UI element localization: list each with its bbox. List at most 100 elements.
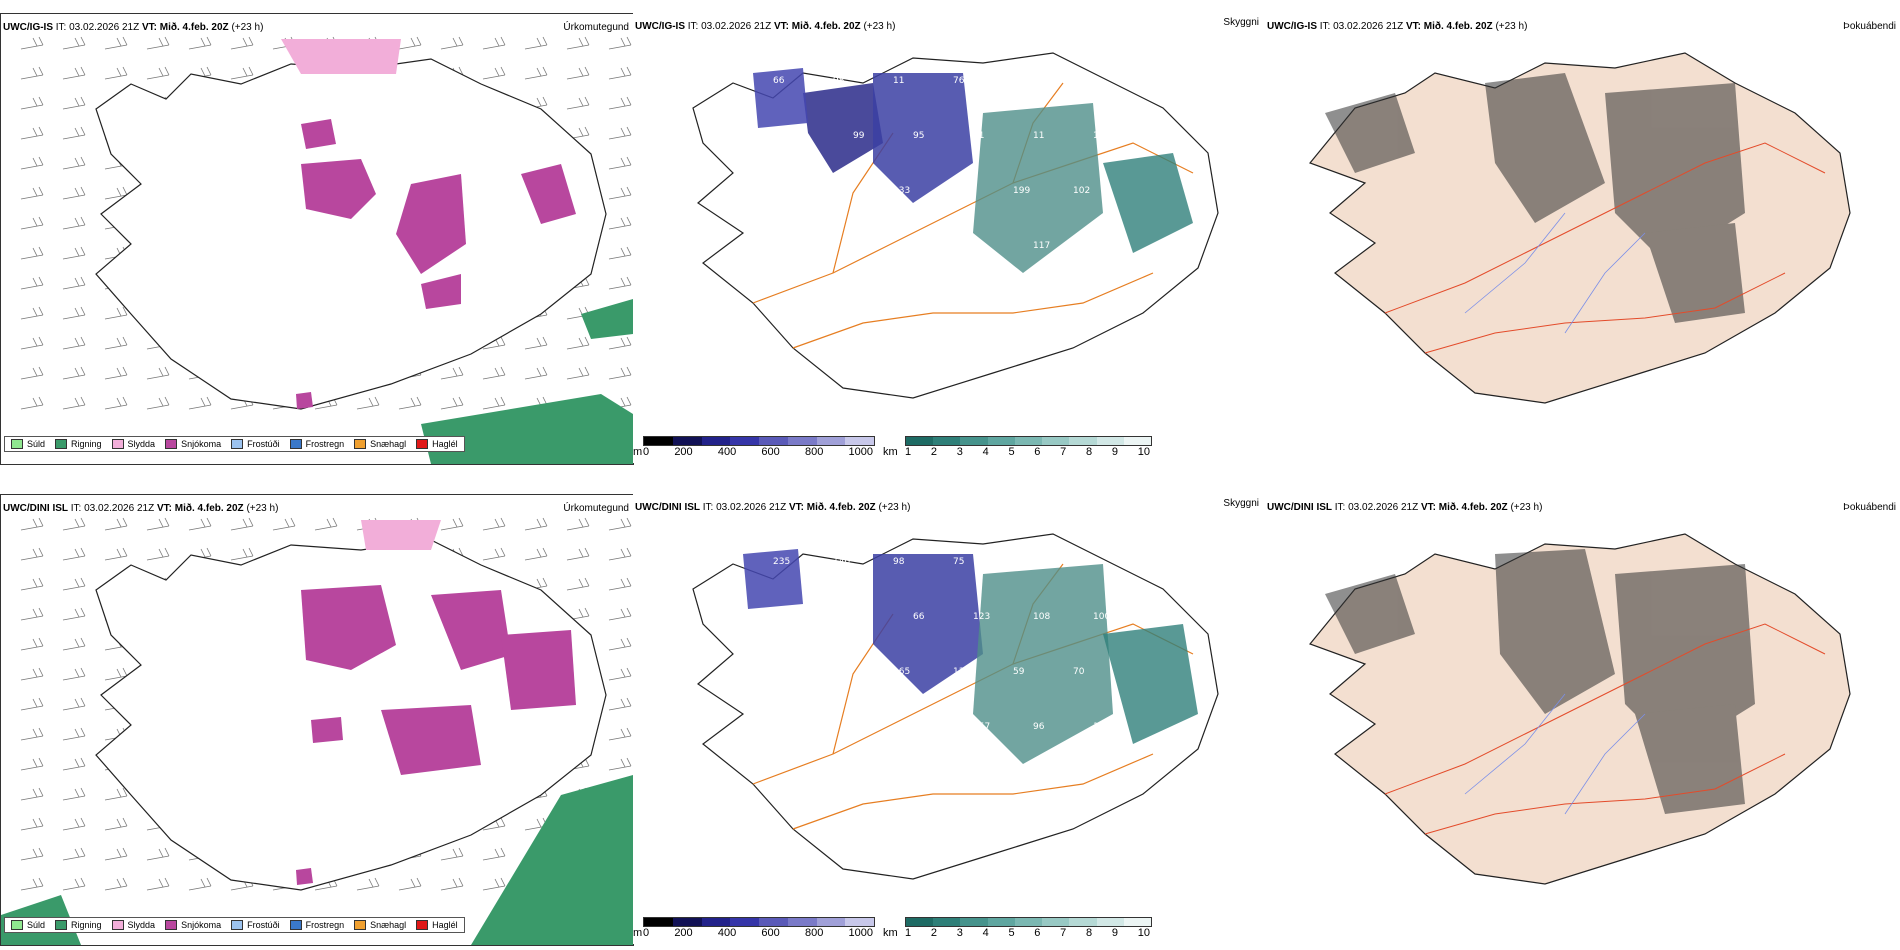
wind-barb [20,96,44,110]
legend-item: Súld [11,920,45,930]
fog-shading [1325,73,1745,323]
wind-barb [20,66,44,80]
vis-value-label: 81 [973,131,984,141]
vis-value-label: 199 [1013,186,1030,196]
legend-item: Snæhagl [354,920,406,930]
tick: 3 [956,446,963,458]
wind-barb [104,336,128,350]
vis-value-label: 62 [893,777,904,787]
wind-barb [608,577,632,591]
tick: 2 [930,446,937,458]
height-bar [643,436,875,446]
legend-label: Súld [27,439,46,449]
tick: 0 [643,446,650,458]
wind-barb [20,366,44,380]
wind-barb [608,757,632,771]
wind-barb [20,396,44,410]
wind-barb [272,517,296,531]
wind-barb [608,667,632,681]
init-time: IT: 03.02.2026 21Z [687,21,772,32]
wind-barb [440,847,464,861]
legend-label: Haglél [432,439,458,449]
height-colorbar-top: m 0 200 400 600 800 1000 [633,436,875,464]
wind-barb [482,36,506,50]
legend-item: Snjókoma [165,439,221,449]
wind-barb [62,787,86,801]
vis-value-label: 98 [833,76,845,86]
legend-item: Slydda [111,439,155,449]
wind-barb [20,667,44,681]
tick: 200 [674,446,693,458]
vis-map-top: 66 98 11 76 81 54 62 99 95 81 11 126 141 229 133 101 199… [692,52,1219,399]
tick: 5 [1008,927,1015,939]
vis-value-label: 155 [913,722,930,732]
wind-barb [608,697,632,711]
vis-colorbar-bottom: km 1 2 3 4 5 6 7 8 9 10 [883,917,1153,945]
wind-barb [524,366,548,380]
vis-bar [905,917,1152,927]
lead-time: (+23 h) [878,502,911,513]
vis-label-top: Skyggni [1223,17,1259,28]
wind-barb [566,547,590,561]
tick: 10 [1137,927,1150,939]
wind-barb [608,246,632,260]
wind-barb [20,577,44,591]
wind-barb [20,336,44,350]
wind-barb [20,607,44,621]
vis-bar [905,436,1152,446]
wind-barb [608,366,632,380]
wind-barb [62,817,86,831]
wind-barb [20,517,44,531]
wind-barb [608,607,632,621]
tick: 4 [982,927,989,939]
wind-barb [20,547,44,561]
wind-barb [566,517,590,531]
wind-barb [482,66,506,80]
tick: 200 [674,927,693,939]
tick: 1 [905,446,912,458]
vis-value-label: 100 [1093,612,1110,622]
wind-barb [104,517,128,531]
legend-swatch [231,439,244,449]
river-network [1464,212,1646,334]
wind-barb [104,396,128,410]
legend-swatch [289,439,302,449]
road-network [1384,623,1826,835]
wind-barb [440,36,464,50]
wind-barb [62,366,86,380]
legend-swatch [111,920,124,930]
wind-barb [62,156,86,170]
vis-ticks: 1 2 3 4 5 6 7 8 9 10 [905,446,1150,458]
wind-barb [608,517,632,531]
legend-item: Slydda [111,920,155,930]
vis-panel-top: UWC/IG-IS IT: 03.02.2026 21Z VT: Mið. 4.… [633,13,1323,464]
legend-swatch [165,439,178,449]
vis-value-label: 157 [973,722,990,732]
vis-value-label: 66 [773,76,785,86]
wind-barb [608,156,632,170]
wind-barb [62,36,86,50]
legend-swatch [289,920,302,930]
init-time: IT: 03.02.2026 21Z [1319,21,1404,32]
lead-time: (+23 h) [246,503,279,514]
tick: 8 [1086,927,1093,939]
snow-areas [296,119,576,409]
tick: 9 [1111,927,1118,939]
wind-barb [608,276,632,290]
height-ticks: 0 200 400 600 800 1000 [643,446,873,458]
legend-swatch [55,920,68,930]
wind-barb [608,637,632,651]
wind-barb [608,66,632,80]
wind-barb [188,36,212,50]
wind-barb [62,306,86,320]
precip-legend-bottom: Súld Rigning Slydda Snjókoma Frostúði Fr… [4,917,465,933]
height-colorbar-bottom: m 0 200 400 600 800 1000 [633,917,875,945]
legend-item: Frostúði [231,920,280,930]
wind-barb [146,847,170,861]
precip-panel-top: UWC/IG-IS IT: 03.02.2026 21Z VT: Mið. 4.… [0,13,634,465]
legend-swatch [11,439,23,449]
vis-value-label: 62 [793,131,804,141]
wind-barb [20,847,44,861]
vis-value-label: 59 [1013,667,1025,677]
vis-value-label: 102 [1073,186,1090,196]
